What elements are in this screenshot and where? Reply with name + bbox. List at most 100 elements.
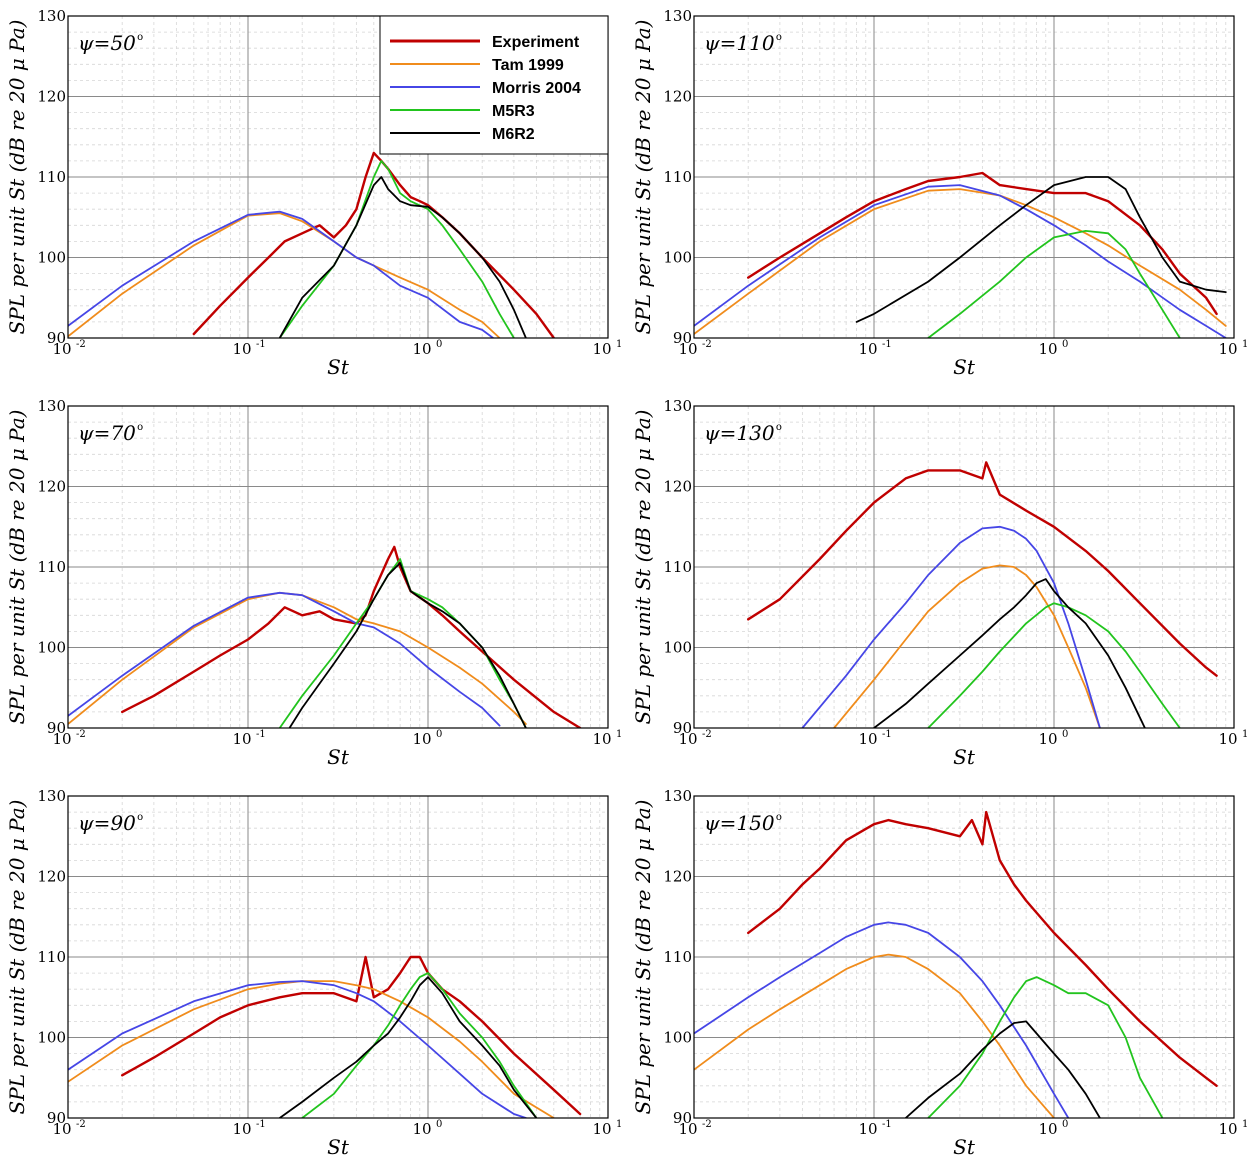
x-axis-label: St — [327, 355, 350, 379]
panel-title-degree: o — [137, 32, 143, 43]
minor-grid — [694, 16, 1234, 338]
series-line-m6r2 — [873, 578, 1146, 728]
x-tick-label: 10 — [678, 340, 697, 358]
x-tick-exponent: -1 — [256, 339, 266, 350]
x-axis-label: St — [327, 1135, 350, 1156]
y-axis-label: SPL per unit St (dB re 20 μ Pa) — [631, 20, 655, 335]
plot-frame — [693, 15, 1235, 339]
series-line-experiment — [747, 171, 1218, 316]
x-tick-exponent: 1 — [616, 339, 622, 350]
y-axis-label: SPL per unit St (dB re 20 μ Pa) — [5, 410, 29, 725]
x-tick-exponent: -2 — [76, 339, 86, 350]
y-tick-label: 120 — [37, 868, 66, 886]
x-tick-label: 10 — [1218, 730, 1237, 748]
y-tick-label: 110 — [663, 168, 692, 186]
legend-label: M5R3 — [492, 103, 535, 120]
y-tick-label: 120 — [37, 88, 66, 106]
y-tick-label: 90 — [47, 1109, 66, 1127]
x-tick-exponent: -2 — [702, 729, 712, 740]
x-tick-label: 10 — [1218, 340, 1237, 358]
y-tick-label: 130 — [37, 787, 66, 805]
plot-frame — [693, 795, 1235, 1119]
x-tick-exponent: -1 — [882, 729, 892, 740]
y-tick-label: 110 — [663, 558, 692, 576]
panel-title: ψ=110 — [704, 31, 775, 55]
series-line-tam-1999 — [68, 980, 555, 1118]
x-axis-label: St — [953, 1135, 976, 1156]
y-tick-label: 120 — [37, 478, 66, 496]
panel-title: ψ=90 — [78, 811, 136, 835]
x-tick-exponent: 1 — [616, 1119, 622, 1130]
panel-title: ψ=150 — [704, 811, 775, 835]
x-tick-exponent: -2 — [76, 1119, 86, 1130]
legend-label: Morris 2004 — [492, 80, 581, 97]
x-tick-exponent: 0 — [436, 339, 442, 350]
x-tick-label: 10 — [858, 730, 877, 748]
series-line-morris-2004 — [694, 184, 1227, 338]
x-tick-label: 10 — [678, 1120, 697, 1138]
legend-label: M6R2 — [492, 126, 535, 143]
series-line-tam-1999 — [68, 591, 527, 725]
series-line-m5r3 — [278, 160, 515, 338]
y-tick-label: 120 — [663, 88, 692, 106]
x-tick-exponent: 1 — [1242, 729, 1248, 740]
plot-frame — [67, 405, 609, 729]
series-line-tam-1999 — [68, 212, 501, 338]
series-group — [747, 461, 1218, 728]
x-tick-label: 10 — [232, 1120, 251, 1138]
legend: Experiment Tam 1999 Morris 2004 M5R3 M6R2 — [379, 15, 609, 155]
x-tick-exponent: -2 — [702, 1119, 712, 1130]
y-tick-label: 100 — [37, 1029, 66, 1047]
x-tick-label: 10 — [592, 730, 611, 748]
y-tick-label: 110 — [37, 948, 66, 966]
y-tick-label: 90 — [47, 719, 66, 737]
series-line-m5r3 — [927, 230, 1181, 338]
series-group — [694, 171, 1227, 338]
x-tick-exponent: 0 — [436, 1119, 442, 1130]
y-axis-label: SPL per unit St (dB re 20 μ Pa) — [631, 410, 655, 725]
series-line-m5r3 — [278, 558, 527, 728]
y-tick-label: 100 — [663, 249, 692, 267]
x-tick-exponent: 1 — [1242, 1119, 1248, 1130]
panel-title-degree: o — [776, 32, 782, 43]
y-tick-label: 120 — [663, 478, 692, 496]
x-tick-label: 10 — [232, 340, 251, 358]
x-tick-label: 10 — [412, 730, 431, 748]
x-tick-exponent: 0 — [1062, 729, 1068, 740]
x-tick-label: 10 — [858, 1120, 877, 1138]
series-line-morris-2004 — [801, 525, 1101, 728]
y-tick-label: 130 — [663, 7, 692, 25]
panel-title-degree: o — [776, 422, 782, 433]
x-tick-exponent: -1 — [256, 729, 266, 740]
series-line-experiment — [747, 461, 1218, 677]
minor-grid — [68, 796, 608, 1118]
panel-title-degree: o — [137, 422, 143, 433]
x-tick-exponent: -2 — [76, 729, 86, 740]
x-tick-label: 10 — [232, 730, 251, 748]
series-group — [68, 151, 555, 338]
legend-label: Tam 1999 — [492, 57, 564, 74]
series-line-m6r2 — [278, 976, 538, 1118]
x-tick-label: 10 — [592, 340, 611, 358]
y-axis-label: SPL per unit St (dB re 20 μ Pa) — [5, 20, 29, 335]
series-group — [68, 955, 582, 1118]
x-tick-exponent: 0 — [1062, 339, 1068, 350]
series-line-m5r3 — [301, 972, 538, 1118]
x-tick-label: 10 — [412, 1120, 431, 1138]
x-tick-label: 10 — [52, 340, 71, 358]
series-line-morris-2004 — [694, 921, 1070, 1118]
y-tick-label: 90 — [673, 1109, 692, 1127]
x-tick-label: 10 — [592, 1120, 611, 1138]
series-line-morris-2004 — [68, 980, 527, 1118]
y-tick-label: 110 — [37, 558, 66, 576]
series-line-m6r2 — [855, 176, 1227, 323]
y-tick-label: 130 — [37, 397, 66, 415]
series-line-m6r2 — [288, 562, 527, 728]
series-line-experiment — [121, 545, 582, 728]
x-axis-label: St — [953, 355, 976, 379]
y-tick-label: 90 — [673, 719, 692, 737]
x-tick-exponent: -1 — [882, 1119, 892, 1130]
y-tick-label: 130 — [37, 7, 66, 25]
